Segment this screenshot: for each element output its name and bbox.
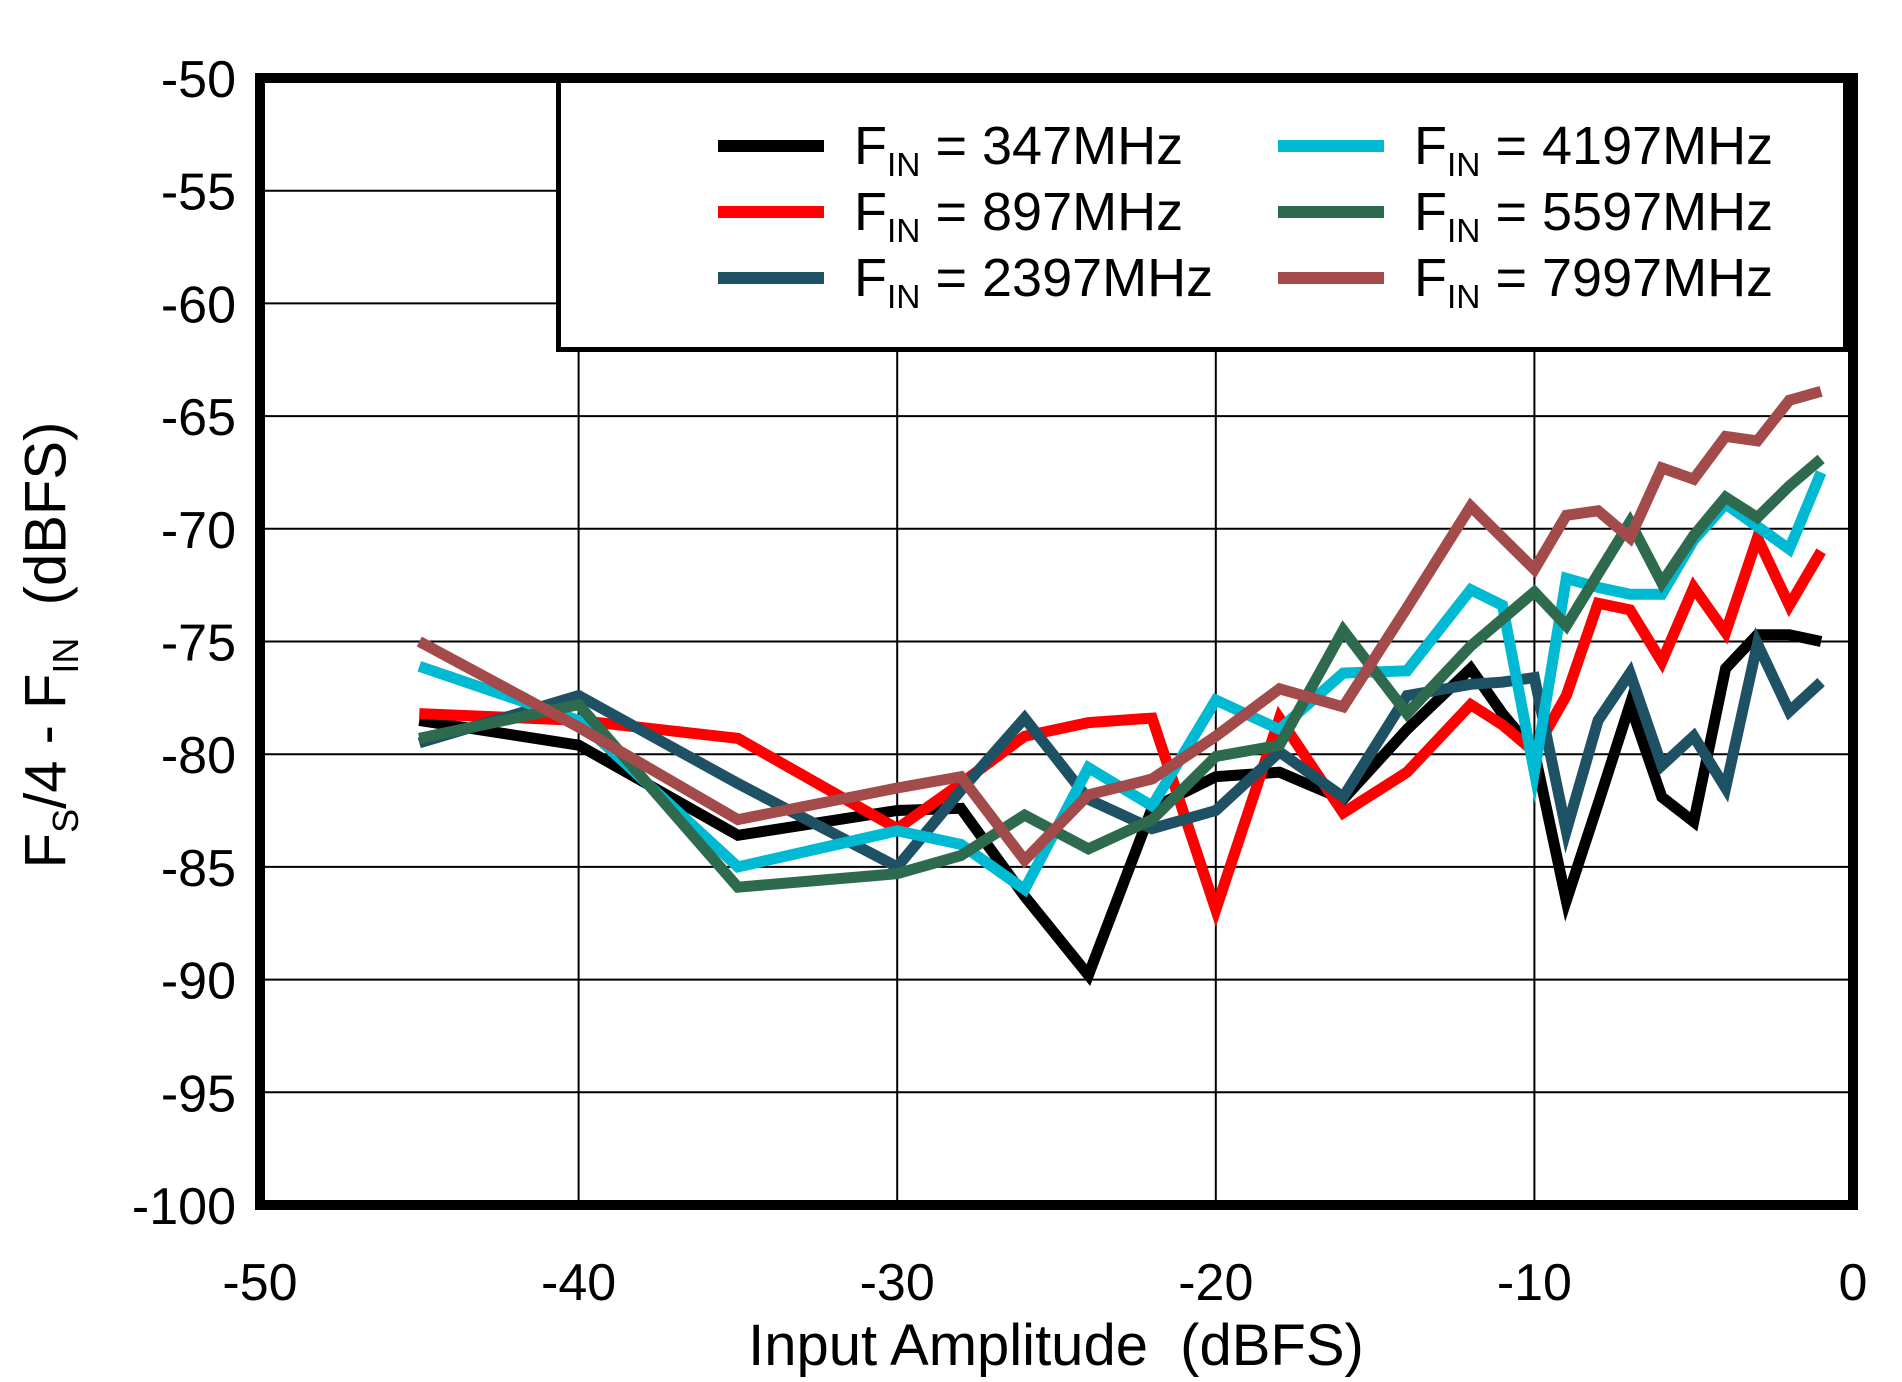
x-tick-label-0: 0 [1839, 1254, 1868, 1312]
series-line-fin-347mhz [418, 629, 1823, 986]
legend-item-fin-4197mhz: FIN = 4197MHz [1278, 116, 1774, 184]
y-tick-label--65: -65 [161, 389, 236, 447]
series-line-fin-7997mhz [416, 386, 1823, 869]
y-tick-label--95: -95 [161, 1065, 236, 1123]
y-tick-label--100: -100 [132, 1178, 236, 1236]
legend-item-fin-897mhz: FIN = 897MHz [718, 182, 1184, 250]
series-line-fin-897mhz [419, 523, 1826, 928]
legend-label-fin-897mhz: FIN = 897MHz [854, 182, 1184, 250]
x-tick-label--50: -50 [222, 1254, 297, 1312]
legend-label-fin-2397mhz: FIN = 2397MHz [854, 248, 1214, 316]
legend-label-fin-7997mhz: FIN = 7997MHz [1414, 248, 1774, 316]
legend-swatch-fin-347mhz [718, 140, 824, 152]
series-line-fin-5597mhz [418, 454, 1825, 893]
series-line-fin-2397mhz [417, 626, 1825, 874]
legend-label-fin-347mhz: FIN = 347MHz [854, 116, 1184, 184]
x-tick-label--40: -40 [541, 1254, 616, 1312]
x-tick-label--30: -30 [860, 1254, 935, 1312]
y-tick-label--90: -90 [161, 953, 236, 1011]
legend: FIN = 347MHz FIN = 897MHz FIN = 2397MHz … [556, 78, 1848, 352]
legend-swatch-fin-897mhz [718, 206, 824, 218]
legend-swatch-fin-5597mhz [1278, 206, 1384, 218]
y-tick-label--50: -50 [161, 51, 236, 109]
legend-label-fin-4197mhz: FIN = 4197MHz [1414, 116, 1774, 184]
legend-item-fin-5597mhz: FIN = 5597MHz [1278, 182, 1774, 250]
legend-swatch-fin-4197mhz [1278, 140, 1384, 152]
y-tick-label--85: -85 [161, 840, 236, 898]
y-tick-label--80: -80 [161, 727, 236, 785]
y-tick-label--55: -55 [161, 164, 236, 222]
legend-swatch-fin-7997mhz [1278, 272, 1384, 284]
y-tick-label--60: -60 [161, 276, 236, 334]
y-tick-label--75: -75 [161, 615, 236, 673]
legend-item-fin-347mhz: FIN = 347MHz [718, 116, 1184, 184]
x-tick-label--10: -10 [1497, 1254, 1572, 1312]
x-axis-title: Input Amplitude (dBFS) [748, 1313, 1364, 1378]
y-tick-label--70: -70 [161, 502, 236, 560]
legend-label-fin-5597mhz: FIN = 5597MHz [1414, 182, 1774, 250]
legend-swatch-fin-2397mhz [718, 272, 824, 284]
legend-item-fin-2397mhz: FIN = 2397MHz [718, 248, 1214, 316]
series-line-fin-4197mhz [417, 470, 1827, 898]
x-tick-label--20: -20 [1178, 1254, 1253, 1312]
y-axis-title: FS/4 - FIN (dBFS) [13, 421, 87, 869]
legend-item-fin-7997mhz: FIN = 7997MHz [1278, 248, 1774, 316]
